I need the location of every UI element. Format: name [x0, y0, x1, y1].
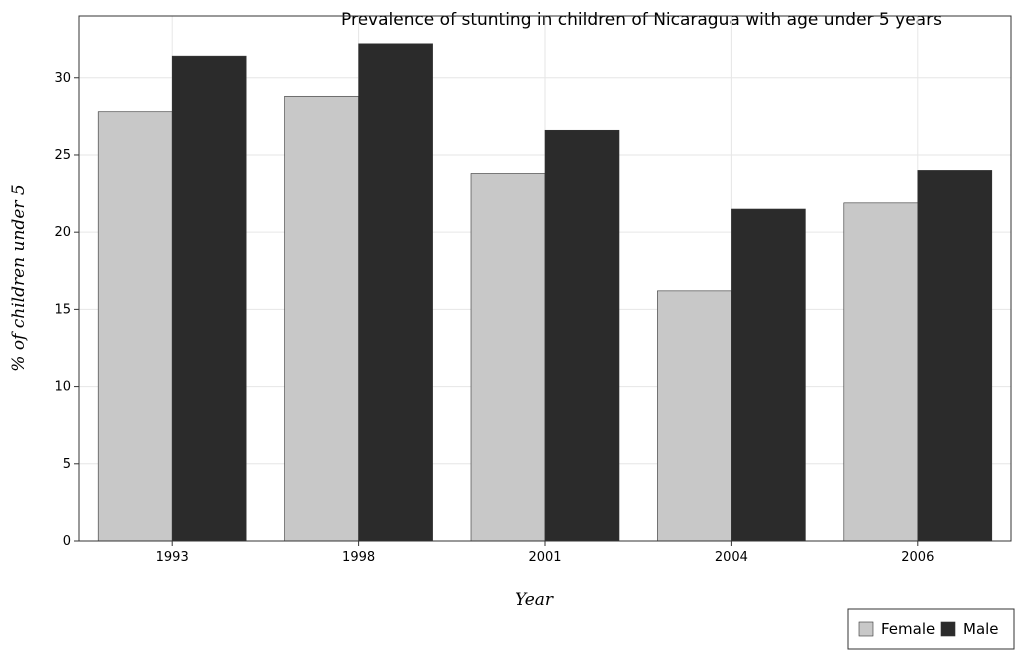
- plot-frame: [78, 15, 1012, 542]
- bar-female-2004: [657, 290, 732, 542]
- x-tick-label: 2006: [901, 550, 934, 565]
- y-tick-label: 10: [54, 380, 71, 395]
- bar-female-2006: [843, 202, 919, 542]
- y-tick-label: 0: [63, 534, 71, 549]
- legend: Female Male: [847, 608, 1015, 650]
- bar-male-2004: [731, 208, 806, 542]
- x-axis-title: Year: [515, 590, 554, 610]
- chart-title: Prevalence of stunting in children of Ni…: [341, 10, 942, 30]
- legend-box: [847, 608, 1015, 650]
- y-tick-label: 20: [54, 225, 71, 240]
- bar-male-2006: [917, 170, 993, 542]
- legend-label-female: Female: [881, 620, 935, 638]
- y-tick-label: 15: [54, 302, 71, 317]
- y-tick-label: 5: [63, 457, 71, 472]
- y-axis-title: % of children under 5: [9, 184, 29, 371]
- x-tick-label: 1993: [156, 550, 189, 565]
- x-tick-label: 2001: [528, 550, 561, 565]
- bar-male-2001: [544, 129, 620, 542]
- bar-female-1998: [284, 95, 359, 542]
- bar-male-1993: [171, 55, 247, 542]
- y-tick-label: 30: [54, 71, 71, 86]
- bars: [97, 43, 993, 542]
- y-tick-labels: 0 5 10 15 20 25 30: [54, 71, 79, 549]
- legend-label-male: Male: [963, 620, 999, 638]
- bar-female-1993: [97, 111, 173, 542]
- legend-swatch-male: [940, 621, 956, 637]
- y-tick-label: 25: [54, 148, 71, 163]
- bar-female-2001: [470, 173, 546, 542]
- x-tick-labels: 1993 1998 2001 2004 2006: [156, 541, 934, 565]
- x-tick-label: 2004: [715, 550, 748, 565]
- bar-male-1998: [358, 43, 433, 542]
- legend-swatch-female: [858, 621, 874, 637]
- x-tick-label: 1998: [342, 550, 375, 565]
